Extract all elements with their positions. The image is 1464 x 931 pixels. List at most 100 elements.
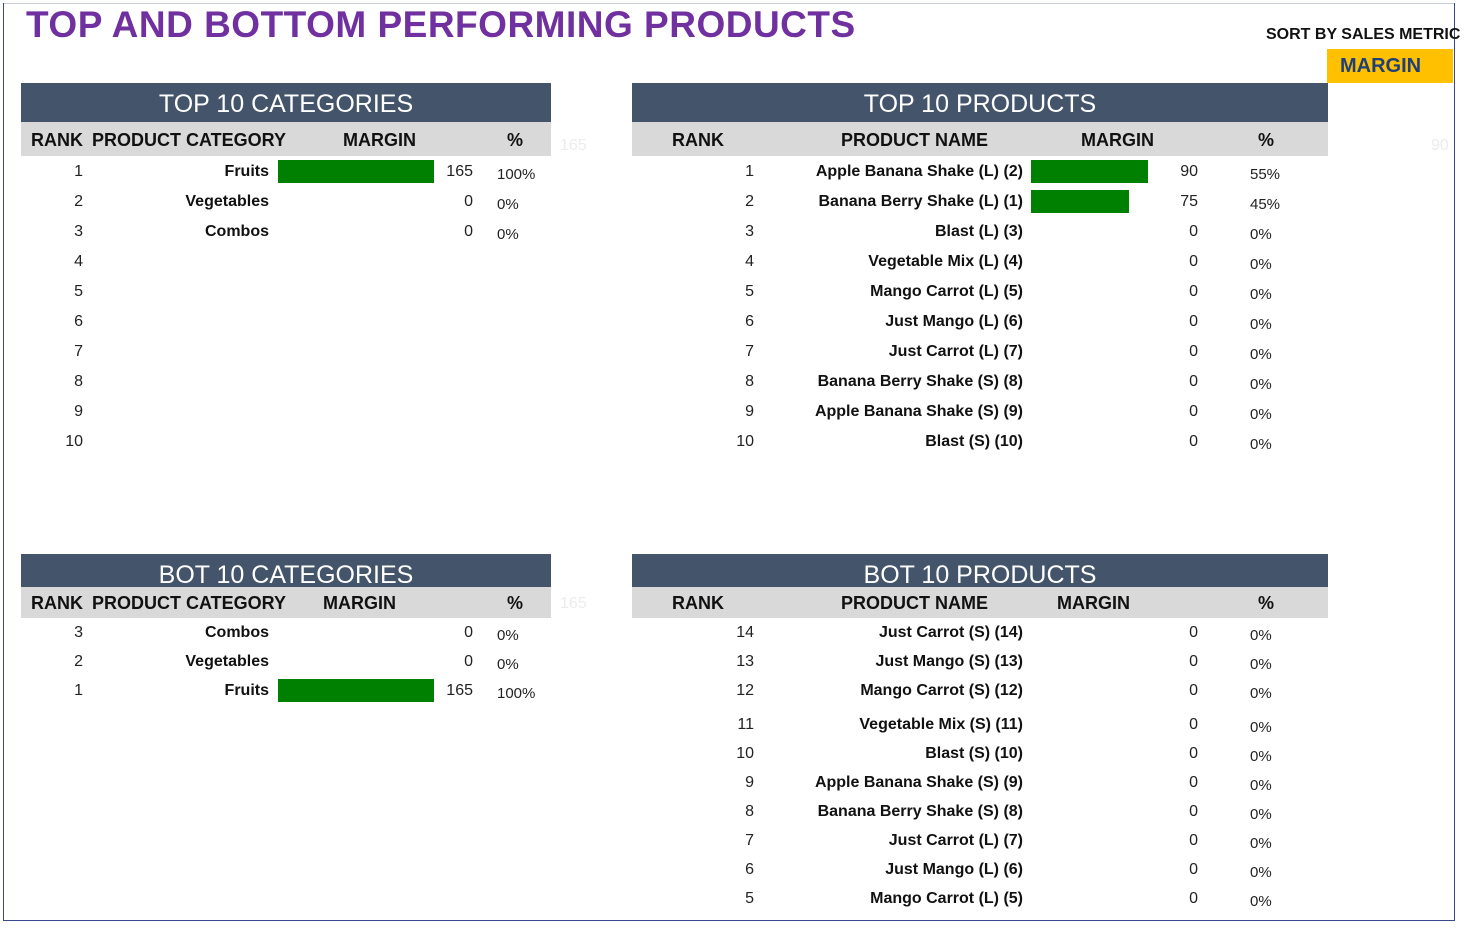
name-cell: Apple Banana Shake (S) (9) [814, 403, 1023, 420]
percent-cell: 0% [497, 196, 519, 213]
name-cell: Just Carrot (L) (7) [888, 343, 1023, 360]
rank-cell: 7 [74, 343, 83, 360]
percent-cell: 0% [1250, 777, 1272, 794]
margin-value-cell: 0 [1189, 890, 1198, 907]
rank-header: RANK [672, 593, 724, 613]
sort-metric-label: SORT BY SALES METRIC [1266, 26, 1461, 43]
margin-bar [278, 679, 434, 702]
percent-header: % [1258, 593, 1275, 613]
percent-cell: 45% [1250, 196, 1281, 213]
percent-cell: 0% [1250, 627, 1272, 644]
name-cell: Apple Banana Shake (S) (9) [814, 774, 1023, 791]
percent-cell: 0% [1250, 864, 1272, 881]
table-row: 13 Just Mango (S) (13) 0 0% [632, 647, 1332, 677]
table-row: 2 Vegetables 0 0% [21, 647, 721, 677]
margin-value-cell: 0 [464, 624, 473, 641]
table-row: 5 Mango Carrot (L) (5) 0 0% [632, 884, 1332, 914]
bottom-products-title: BOT 10 PRODUCTS [632, 554, 1328, 589]
percent-cell: 0% [1250, 286, 1272, 303]
name-cell: Banana Berry Shake (S) (8) [817, 373, 1023, 390]
bottom-products-header-row: RANK PRODUCT NAME MARGIN % [632, 587, 1328, 618]
table-row: 7 [21, 337, 721, 367]
table-row: 14 Just Carrot (S) (14) 0 0% [632, 618, 1332, 648]
rank-cell: 10 [65, 433, 83, 450]
percent-cell: 0% [1250, 226, 1272, 243]
top-categories-title: TOP 10 CATEGORIES [21, 83, 551, 122]
rank-header: RANK [31, 593, 83, 613]
table-row: 10 [21, 427, 721, 457]
margin-bar [1031, 190, 1129, 213]
margin-header: MARGIN [1057, 593, 1130, 613]
table-row: 8 [21, 367, 721, 397]
margin-value-cell: 0 [1189, 313, 1198, 330]
rank-cell: 12 [736, 682, 754, 699]
product-name-header: PRODUCT NAME [841, 130, 988, 150]
table-row: 3 Combos 0 0% [21, 618, 721, 648]
rank-cell: 5 [745, 890, 754, 907]
axis-max-label: 90 [1431, 137, 1449, 154]
name-cell: Banana Berry Shake (S) (8) [817, 803, 1023, 820]
name-cell: Vegetable Mix (L) (4) [868, 253, 1023, 270]
rank-cell: 2 [74, 193, 83, 210]
table-row: 7 Just Carrot (L) (7) 0 0% [632, 337, 1332, 367]
rank-cell: 7 [745, 343, 754, 360]
name-cell: Blast (S) (10) [925, 745, 1023, 762]
percent-cell: 0% [497, 226, 519, 243]
rank-cell: 5 [745, 283, 754, 300]
percent-cell: 0% [1250, 806, 1272, 823]
margin-value-cell: 0 [464, 223, 473, 240]
margin-value-cell: 0 [1189, 283, 1198, 300]
rank-header: RANK [31, 130, 83, 150]
name-cell: Just Carrot (S) (14) [878, 624, 1023, 641]
table-row: 1 Fruits 165 100% [21, 676, 721, 706]
name-cell: Vegetable Mix (S) (11) [859, 716, 1023, 733]
table-row: 9 Apple Banana Shake (S) (9) 0 0% [632, 397, 1332, 427]
percent-cell: 0% [1250, 376, 1272, 393]
percent-cell: 0% [1250, 835, 1272, 852]
margin-header: MARGIN [1081, 130, 1154, 150]
percent-cell: 0% [497, 627, 519, 644]
table-row: 11 Vegetable Mix (S) (11) 0 0% [632, 710, 1332, 740]
name-cell: Just Mango (L) (6) [885, 861, 1023, 878]
margin-value-cell: 0 [1189, 624, 1198, 641]
rank-cell: 5 [74, 283, 83, 300]
percent-cell: 0% [1250, 316, 1272, 333]
percent-cell: 0% [1250, 893, 1272, 910]
table-row: 4 Vegetable Mix (L) (4) 0 0% [632, 247, 1332, 277]
rank-cell: 8 [74, 373, 83, 390]
rank-cell: 9 [745, 403, 754, 420]
margin-value-cell: 0 [1189, 253, 1198, 270]
margin-header: MARGIN [323, 593, 396, 613]
percent-cell: 0% [1250, 719, 1272, 736]
margin-value-cell: 0 [464, 653, 473, 670]
margin-value-cell: 0 [464, 193, 473, 210]
name-cell: Fruits [224, 682, 269, 699]
table-row: 4 [21, 247, 721, 277]
margin-value-cell: 0 [1189, 861, 1198, 878]
table-row: 6 Just Mango (L) (6) 0 0% [632, 855, 1332, 885]
table-row: 10 Blast (S) (10) 0 0% [632, 427, 1332, 457]
margin-value-cell: 0 [1189, 403, 1198, 420]
rank-cell: 11 [737, 716, 754, 733]
rank-cell: 14 [736, 624, 754, 641]
margin-bar [278, 160, 434, 183]
product-name-header: PRODUCT NAME [841, 593, 988, 613]
rank-cell: 3 [74, 223, 83, 240]
margin-value-cell: 165 [446, 682, 473, 699]
table-row: 10 Blast (S) (10) 0 0% [632, 739, 1332, 769]
percent-cell: 0% [1250, 685, 1272, 702]
margin-value-cell: 0 [1189, 716, 1198, 733]
rank-cell: 6 [74, 313, 83, 330]
percent-cell: 0% [1250, 406, 1272, 423]
name-cell: Blast (S) (10) [925, 433, 1023, 450]
sort-metric-select[interactable]: MARGIN [1327, 49, 1453, 83]
name-cell: Mango Carrot (L) (5) [870, 890, 1023, 907]
percent-cell: 0% [1250, 748, 1272, 765]
margin-value-cell: 75 [1180, 193, 1198, 210]
name-cell: Combos [205, 624, 269, 641]
rank-cell: 10 [736, 745, 754, 762]
rank-cell: 2 [745, 193, 754, 210]
rank-cell: 3 [74, 624, 83, 641]
name-cell: Banana Berry Shake (L) (1) [818, 193, 1023, 210]
margin-value-cell: 90 [1180, 163, 1198, 180]
